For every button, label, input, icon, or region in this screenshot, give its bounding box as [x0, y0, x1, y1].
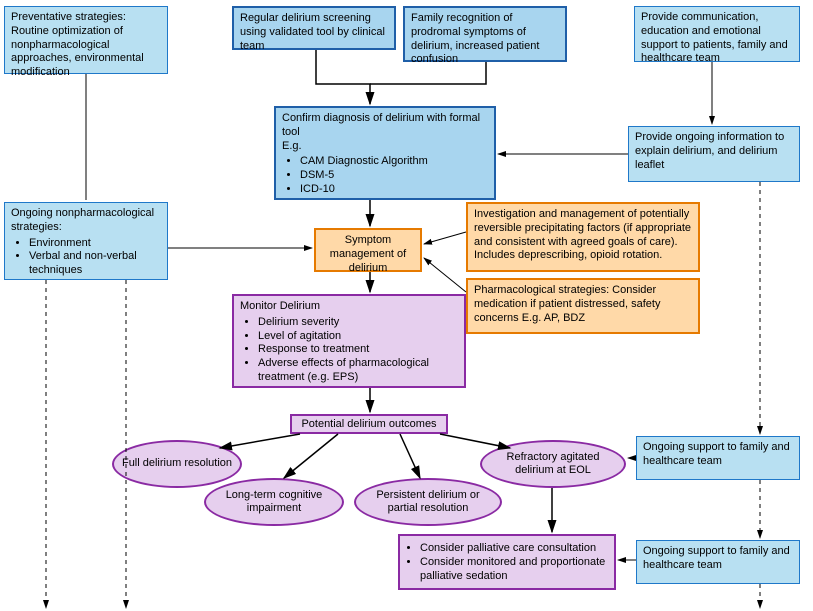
- box-support-mid: Ongoing support to family and healthcare…: [636, 436, 800, 480]
- nonpharm-list: Environment Verbal and non-verbal techni…: [11, 237, 161, 278]
- box-preventative: Preventative strategies: Routine optimiz…: [4, 6, 168, 74]
- ellipse-label: Refractory agitated delirium at EOL: [486, 451, 620, 477]
- confirm-eg: E.g.: [282, 140, 302, 152]
- box-family-recognition: Family recognition of prodromal symptoms…: [403, 6, 567, 62]
- box-monitor-delirium: Monitor Delirium Delirium severity Level…: [232, 294, 466, 388]
- monitor-item: Adverse effects of pharmacological treat…: [258, 357, 458, 385]
- ellipse-label: Long-term cognitive impairment: [210, 489, 338, 515]
- ellipse-label: Full delirium resolution: [122, 457, 232, 470]
- box-palliative: Consider palliative care consultation Co…: [398, 534, 616, 590]
- monitor-item: Response to treatment: [258, 343, 458, 357]
- ellipse-longterm: Long-term cognitive impairment: [204, 478, 344, 526]
- box-pharm-strategies: Pharmacological strategies: Consider med…: [466, 278, 700, 334]
- confirm-item: ICD-10: [300, 183, 488, 197]
- palliative-list: Consider palliative care consultation Co…: [406, 542, 608, 583]
- ellipse-label: Persistent delirium or partial resolutio…: [360, 489, 496, 515]
- ellipse-full-resolution: Full delirium resolution: [112, 440, 242, 488]
- box-ongoing-info: Provide ongoing information to explain d…: [628, 126, 800, 182]
- box-outcomes: Potential delirium outcomes: [290, 414, 448, 434]
- box-confirm-diagnosis: Confirm diagnosis of delirium with forma…: [274, 106, 496, 200]
- palliative-item: Consider monitored and proportionate pal…: [420, 556, 608, 584]
- box-screening: Regular delirium screening using validat…: [232, 6, 396, 50]
- confirm-list: CAM Diagnostic Algorithm DSM-5 ICD-10: [282, 155, 488, 196]
- ellipse-persistent: Persistent delirium or partial resolutio…: [354, 478, 502, 526]
- monitor-list: Delirium severity Level of agitation Res…: [240, 316, 458, 385]
- monitor-title: Monitor Delirium: [240, 300, 320, 312]
- box-nonpharm: Ongoing nonpharmacological strategies: E…: [4, 202, 168, 280]
- nonpharm-item: Verbal and non-verbal techniques: [29, 250, 161, 278]
- confirm-item: CAM Diagnostic Algorithm: [300, 155, 488, 169]
- confirm-item: DSM-5: [300, 169, 488, 183]
- box-support-bot: Ongoing support to family and healthcare…: [636, 540, 800, 584]
- box-symptom-mgmt: Symptom management of delirium: [314, 228, 422, 272]
- box-investigation: Investigation and management of potentia…: [466, 202, 700, 272]
- ellipse-refractory: Refractory agitated delirium at EOL: [480, 440, 626, 488]
- palliative-item: Consider palliative care consultation: [420, 542, 608, 556]
- confirm-title: Confirm diagnosis of delirium with forma…: [282, 112, 480, 138]
- nonpharm-item: Environment: [29, 237, 161, 251]
- box-support-top: Provide communication, education and emo…: [634, 6, 800, 62]
- nonpharm-title: Ongoing nonpharmacological strategies:: [11, 207, 154, 233]
- monitor-item: Delirium severity: [258, 316, 458, 330]
- monitor-item: Level of agitation: [258, 330, 458, 344]
